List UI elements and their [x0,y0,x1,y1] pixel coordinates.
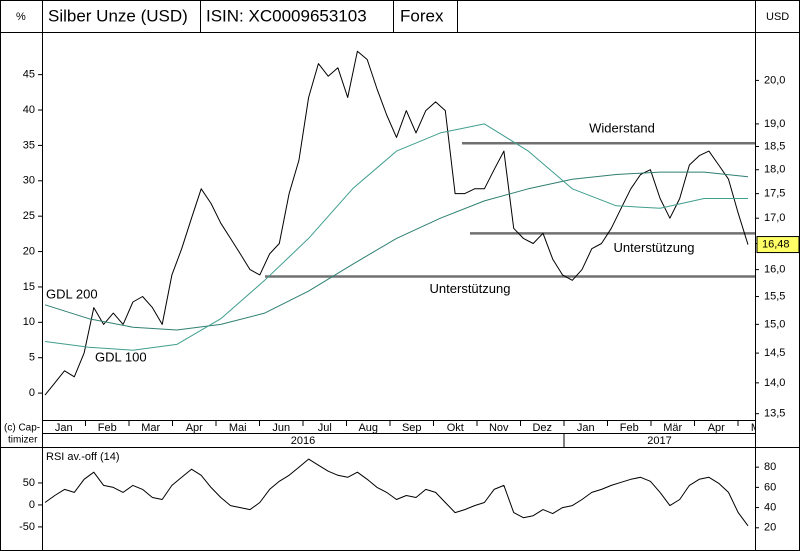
y-tick-label: 40 [23,104,35,116]
left-unit: % [16,11,26,23]
month-label: Sep [402,422,422,434]
month-label: Aug [358,422,378,434]
ma-label: GDL 100 [95,349,147,364]
month-label: Jun [272,422,290,434]
y2-tick-label: 15,5 [764,290,785,302]
month-label: Apr [186,422,203,434]
series-line [44,458,749,527]
y2-tick-label: 18,5 [764,140,785,152]
y-tick-label: 35 [23,139,35,151]
y-tick-label: 15 [23,281,35,293]
month-label: Apr [708,422,725,434]
y-tick-label: 20 [23,245,35,257]
y2-tick-label: 13,5 [764,408,785,420]
header-title: Silber Unze (USD) [48,6,188,25]
month-label: Mar [141,422,160,434]
y-tick-label: 50 [23,477,35,489]
month-label: Feb [620,422,639,434]
level-label: Unterstützung [614,240,695,255]
month-label: Dez [532,422,552,434]
month-label: Mai [229,422,247,434]
y2-tick-label: 15,0 [764,318,785,330]
year-label: 2017 [647,435,671,447]
month-label: Mär [663,422,682,434]
series-line [44,171,749,331]
year-label: 2016 [291,435,315,447]
right-unit: USD [766,11,789,23]
header-isin: ISIN: XC0009653103 [206,6,367,25]
y2-tick-label: 17,0 [764,212,785,224]
month-label: Jul [318,422,332,434]
month-label: Okt [447,422,464,434]
month-label: Jan [55,422,73,434]
last-price-label: 16,48 [762,238,790,250]
y-tick-label: 0 [29,387,35,399]
ma-label: GDL 200 [46,286,98,301]
month-label: Nov [489,422,509,434]
y-tick-label: 45 [23,69,35,81]
y-tick-label: 5 [29,352,35,364]
month-label: Mai [751,422,769,434]
y2-tick-label: 14,0 [764,377,785,389]
y2-tick-label: 14,5 [764,347,785,359]
copyright: timizer [8,435,38,446]
y-tick-label: 25 [23,210,35,222]
series-line [44,50,749,396]
y2-tick-label: 19,0 [764,118,785,130]
y-tick-label: 10 [23,316,35,328]
y2-tick-label: 20,0 [764,74,785,86]
y2-tick-label: 80 [764,461,776,473]
y-tick-label: 0 [29,499,35,511]
y2-tick-label: 60 [764,481,776,493]
rsi-title: RSI av.-off (14) [46,451,120,463]
header-market: Forex [400,6,444,25]
series-line [44,123,748,351]
y2-tick-label: 17,5 [764,188,785,200]
copyright: (c) Cap- [4,423,40,434]
y2-tick-label: 16,0 [764,264,785,276]
y2-tick-label: 40 [764,501,776,513]
month-axis: Jan Feb Mar Apr Mai Jun Jul Aug Sep Okt Nov Dez Jan F… [42,420,769,434]
y-tick-label: 30 [23,175,35,187]
y2-tick-label: 20 [764,522,776,534]
month-label: Jan [577,422,595,434]
y2-tick-label: 18,0 [764,164,785,176]
last-price-box [756,236,800,254]
month-label: Feb [98,422,117,434]
y-tick-label: -50 [19,521,35,533]
level-label: Unterstützung [430,281,511,296]
level-label: Widerstand [589,121,655,136]
